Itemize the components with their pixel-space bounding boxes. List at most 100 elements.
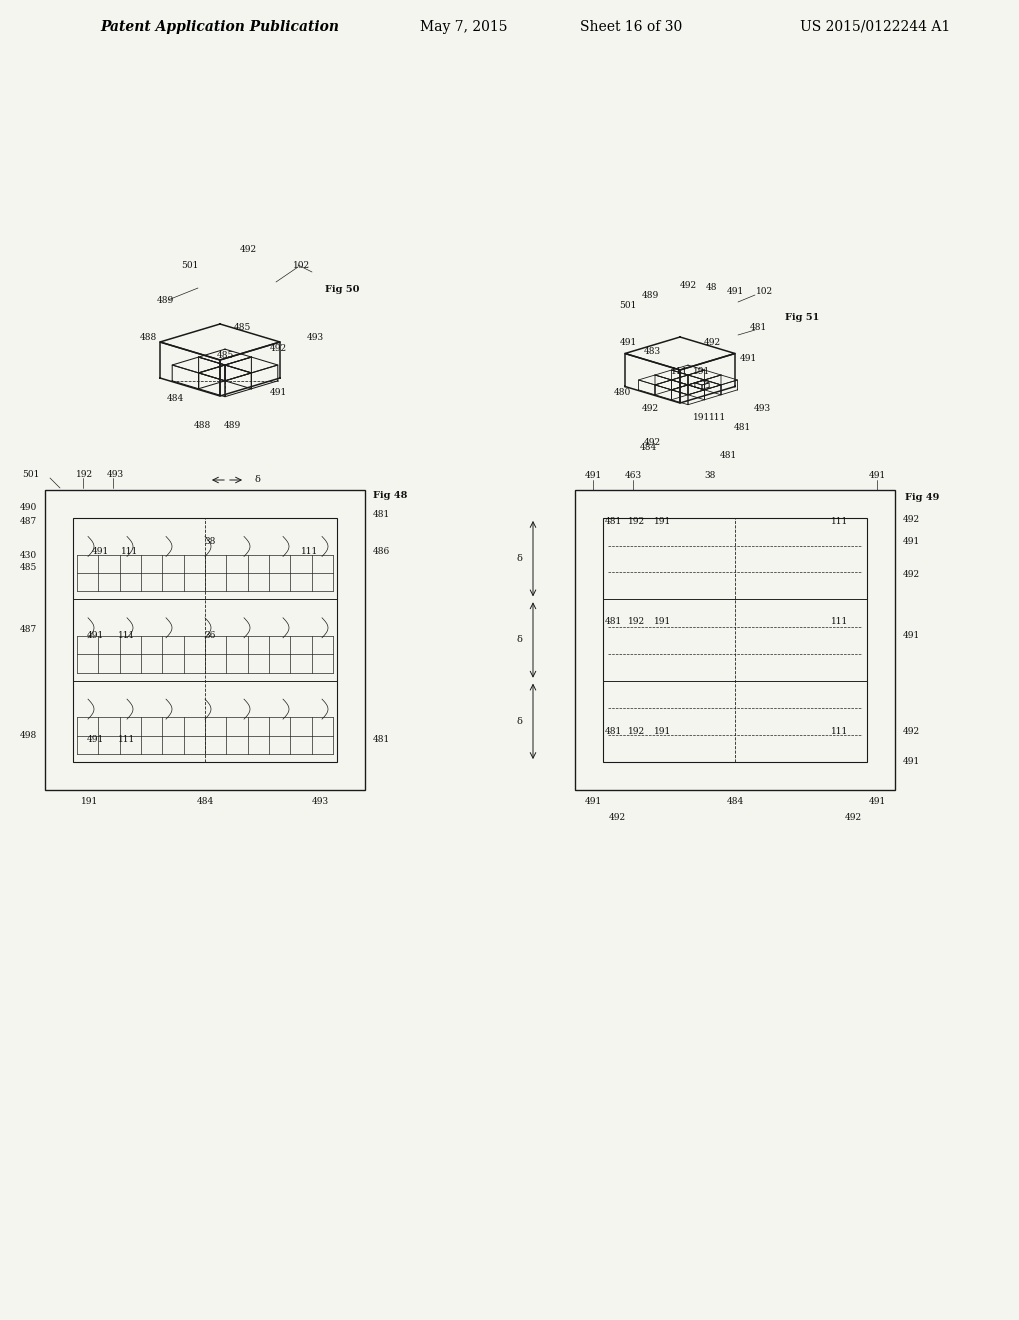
Text: 191: 191 <box>654 517 671 527</box>
Text: Fig 48: Fig 48 <box>373 491 407 499</box>
Text: 481: 481 <box>718 450 736 459</box>
Text: 481: 481 <box>604 727 621 737</box>
Text: 430: 430 <box>19 550 37 560</box>
Text: 501: 501 <box>619 301 636 309</box>
Text: 485: 485 <box>19 564 37 573</box>
Text: δ: δ <box>516 554 522 564</box>
Text: 102: 102 <box>756 288 772 297</box>
Text: 191: 191 <box>693 367 710 376</box>
Text: Patent Application Publication: Patent Application Publication <box>100 20 338 34</box>
Text: 485: 485 <box>233 323 251 333</box>
Text: 492: 492 <box>641 404 658 413</box>
Text: 490: 490 <box>19 503 37 512</box>
Text: 483: 483 <box>643 347 660 356</box>
Text: 191: 191 <box>654 727 671 737</box>
Text: 111: 111 <box>301 548 318 557</box>
Text: 489: 489 <box>156 296 173 305</box>
Text: 491: 491 <box>584 797 601 807</box>
Text: 102: 102 <box>293 260 310 269</box>
Text: 501: 501 <box>181 260 199 269</box>
Text: 485: 485 <box>216 351 233 359</box>
Text: 191: 191 <box>693 413 710 422</box>
Text: 491: 491 <box>87 735 104 744</box>
Text: 493: 493 <box>311 797 328 807</box>
Text: 491: 491 <box>726 288 743 297</box>
Text: 491: 491 <box>902 758 919 767</box>
Text: 501: 501 <box>22 470 40 479</box>
Text: 488: 488 <box>194 421 210 429</box>
Text: 491: 491 <box>902 631 919 639</box>
Text: 491: 491 <box>87 631 104 639</box>
Text: 36: 36 <box>204 631 215 639</box>
Text: 492: 492 <box>902 727 919 737</box>
Text: δ: δ <box>516 717 522 726</box>
Text: Sheet 16 of 30: Sheet 16 of 30 <box>580 20 682 34</box>
Text: 487: 487 <box>19 626 37 635</box>
Text: 488: 488 <box>140 334 157 342</box>
Text: 111: 111 <box>118 735 136 744</box>
Text: 491: 491 <box>619 338 636 347</box>
Text: 491: 491 <box>92 548 108 557</box>
Text: 111: 111 <box>671 367 688 376</box>
Text: 492: 492 <box>269 343 286 352</box>
Text: 489: 489 <box>641 290 658 300</box>
Text: 48: 48 <box>705 284 717 293</box>
Text: 491: 491 <box>867 797 884 807</box>
Text: 480: 480 <box>612 388 630 396</box>
Text: 493: 493 <box>306 334 323 342</box>
Text: 481: 481 <box>749 323 766 333</box>
Text: 463: 463 <box>624 471 641 480</box>
Text: 481: 481 <box>733 424 750 433</box>
Text: 498: 498 <box>19 730 37 739</box>
Text: 111: 111 <box>118 631 136 639</box>
Text: 492: 492 <box>679 281 696 289</box>
Text: 111: 111 <box>708 413 726 422</box>
Text: 484: 484 <box>197 797 213 807</box>
Text: 111: 111 <box>830 727 848 737</box>
Text: 481: 481 <box>604 618 621 627</box>
Text: 486: 486 <box>373 548 390 557</box>
Text: 492: 492 <box>643 437 660 446</box>
Text: 111: 111 <box>830 517 848 527</box>
Text: 192: 192 <box>76 470 94 479</box>
Text: Fig 49: Fig 49 <box>904 494 938 503</box>
Text: 38: 38 <box>704 471 715 480</box>
Text: 493: 493 <box>753 404 769 413</box>
Bar <box>602 517 866 762</box>
Text: Fig 50: Fig 50 <box>325 285 359 294</box>
Text: 481: 481 <box>373 735 390 744</box>
Text: 111: 111 <box>121 548 139 557</box>
Bar <box>45 490 365 789</box>
Text: 38: 38 <box>204 537 215 546</box>
Text: May 7, 2015: May 7, 2015 <box>420 20 507 34</box>
Text: 484: 484 <box>726 797 743 807</box>
Text: δ: δ <box>516 635 522 644</box>
Text: 481: 481 <box>604 517 621 527</box>
Bar <box>73 517 336 762</box>
Text: 491: 491 <box>584 471 601 480</box>
Text: 492: 492 <box>902 516 919 524</box>
Text: 191: 191 <box>654 618 671 627</box>
Text: 492: 492 <box>703 338 719 347</box>
Text: 491: 491 <box>902 537 919 546</box>
Text: 484: 484 <box>639 444 656 453</box>
Text: 492: 492 <box>608 813 625 822</box>
Text: 481: 481 <box>373 511 390 520</box>
Bar <box>575 490 894 789</box>
Text: 491: 491 <box>739 354 756 363</box>
Text: 192: 192 <box>628 618 645 627</box>
Text: 487: 487 <box>19 517 37 527</box>
Text: 491: 491 <box>867 471 884 480</box>
Text: US 2015/0122244 A1: US 2015/0122244 A1 <box>799 20 950 34</box>
Text: δ: δ <box>254 475 260 484</box>
Text: Fig 51: Fig 51 <box>785 314 818 322</box>
Text: 492: 492 <box>844 813 861 822</box>
Text: 111: 111 <box>830 618 848 627</box>
Text: 493: 493 <box>106 470 123 479</box>
Text: 484: 484 <box>166 393 183 403</box>
Text: 192: 192 <box>628 727 645 737</box>
Text: 192: 192 <box>628 517 645 527</box>
Text: 191: 191 <box>82 797 99 807</box>
Text: 492: 492 <box>239 246 257 255</box>
Text: 492: 492 <box>902 570 919 579</box>
